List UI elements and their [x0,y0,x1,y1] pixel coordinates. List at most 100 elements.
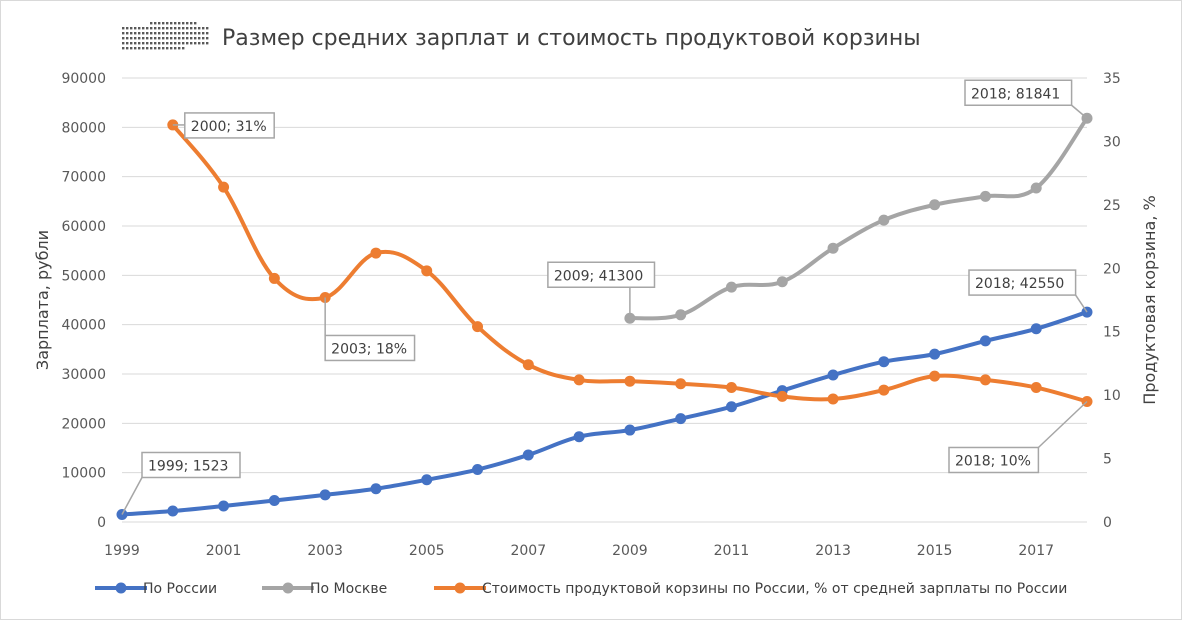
data-point [827,393,839,405]
x-tick-label: 2005 [409,543,445,559]
data-point [624,375,636,387]
data-point [725,401,737,413]
data-point [979,335,991,347]
y-right-tick-label: 15 [1103,325,1121,341]
data-point [319,489,331,501]
annotation: 2003; 18% [324,297,416,362]
x-tick-label: 2007 [510,543,546,559]
data-point [675,413,687,425]
data-point [522,359,534,371]
right-axis-ticks: 0 5 10 15 20 25 30 35 [1103,71,1121,531]
y-right-tick-label: 20 [1103,261,1121,277]
data-point [573,431,585,443]
data-point [421,474,433,486]
annotation-leader [121,477,143,515]
annotations: 1999; 1523 2000; 31% 2003; 18% 2009; 41300 2… [121,79,1088,515]
legend-marker [454,582,466,594]
data-point [725,281,737,293]
y-right-tick-label: 5 [1103,452,1112,468]
annotation-box [547,261,656,289]
annotation-leader [1037,400,1088,449]
annotation-box [964,79,1073,107]
annotation-box [141,451,241,479]
data-point [522,449,534,461]
data-point [370,483,382,495]
annotation: 1999; 1523 [121,451,241,515]
data-point [878,356,890,368]
x-tick-label: 1999 [104,543,140,559]
y-left-tick-label: 60000 [61,219,106,235]
annotation: 2000; 31% [172,112,275,139]
legend-item: Стоимость продуктовой корзины по России,… [434,581,1067,597]
data-point [827,369,839,381]
russia-map-logo [122,22,209,50]
data-point [929,370,941,382]
y-left-tick-label: 30000 [61,367,106,383]
data-point [827,242,839,254]
data-point [167,505,179,517]
annotation: 2009; 41300 [547,261,656,319]
annotation: 2018; 10% [948,400,1088,474]
y-left-tick-label: 40000 [61,318,106,334]
data-point [218,500,230,512]
y-right-tick-label: 0 [1103,515,1112,531]
annotation-label: 2009; 41300 [554,268,643,284]
data-point [624,424,636,436]
legend: По России По Москве Стоимость продуктовой … [95,581,1067,597]
data-point [725,382,737,394]
annotation: 2018; 42550 [968,269,1088,313]
data-point [675,309,687,321]
x-axis-ticks: 1999 2001 2003 2005 2007 2009 2011 2013 2015 2017 [104,543,1054,559]
annotation-box [948,446,1040,474]
annotation: 2018; 81841 [964,79,1088,119]
annotation-leader [1074,294,1088,313]
data-point [421,265,433,277]
y-left-tick-label: 10000 [61,466,106,482]
data-point [878,214,890,226]
data-point [776,390,788,402]
y-right-tick-label: 30 [1103,134,1121,150]
x-tick-label: 2011 [714,543,750,559]
annotation-box [184,112,275,139]
chart-title: Размер средних зарплат и стоимость проду… [222,26,921,51]
left-axis-ticks: 0 10000 20000 30000 40000 50000 60000 70000 8000… [61,71,106,531]
data-point [1030,382,1042,394]
data-point [929,199,941,211]
data-point [472,464,484,476]
data-point [573,374,585,386]
legend-item: По Москве [262,581,387,597]
y-left-tick-label: 70000 [61,170,106,186]
annotation-leader [1071,104,1088,119]
series-2 [167,119,1093,407]
x-tick-label: 2009 [612,543,648,559]
data-point [218,181,230,193]
data-point [979,190,991,202]
annotation-label: 1999; 1523 [148,458,228,474]
annotation-label: 2018; 42550 [975,276,1064,292]
gridlines [122,77,1087,523]
y-right-axis-title: Продуктовая корзина, % [1140,195,1159,404]
y-left-tick-label: 50000 [61,268,106,284]
x-tick-label: 2003 [307,543,343,559]
annotation-label: 2018; 81841 [971,86,1060,102]
series-1 [624,112,1093,324]
y-left-tick-label: 0 [97,515,106,531]
x-tick-label: 2001 [206,543,242,559]
data-point [370,247,382,259]
data-point [472,321,484,333]
data-point [979,374,991,386]
annotation-box [324,334,416,362]
legend-marker [115,582,127,594]
data-point [268,272,280,284]
data-point [268,494,280,506]
y-left-tick-label: 90000 [61,71,106,87]
legend-label: Стоимость продуктовой корзины по России,… [482,581,1067,597]
annotation-label: 2018; 10% [955,453,1031,469]
y-right-tick-label: 10 [1103,388,1121,404]
annotation-box [968,269,1077,296]
data-point [878,384,890,396]
legend-item: По России [95,581,217,597]
y-right-tick-label: 35 [1103,71,1121,87]
